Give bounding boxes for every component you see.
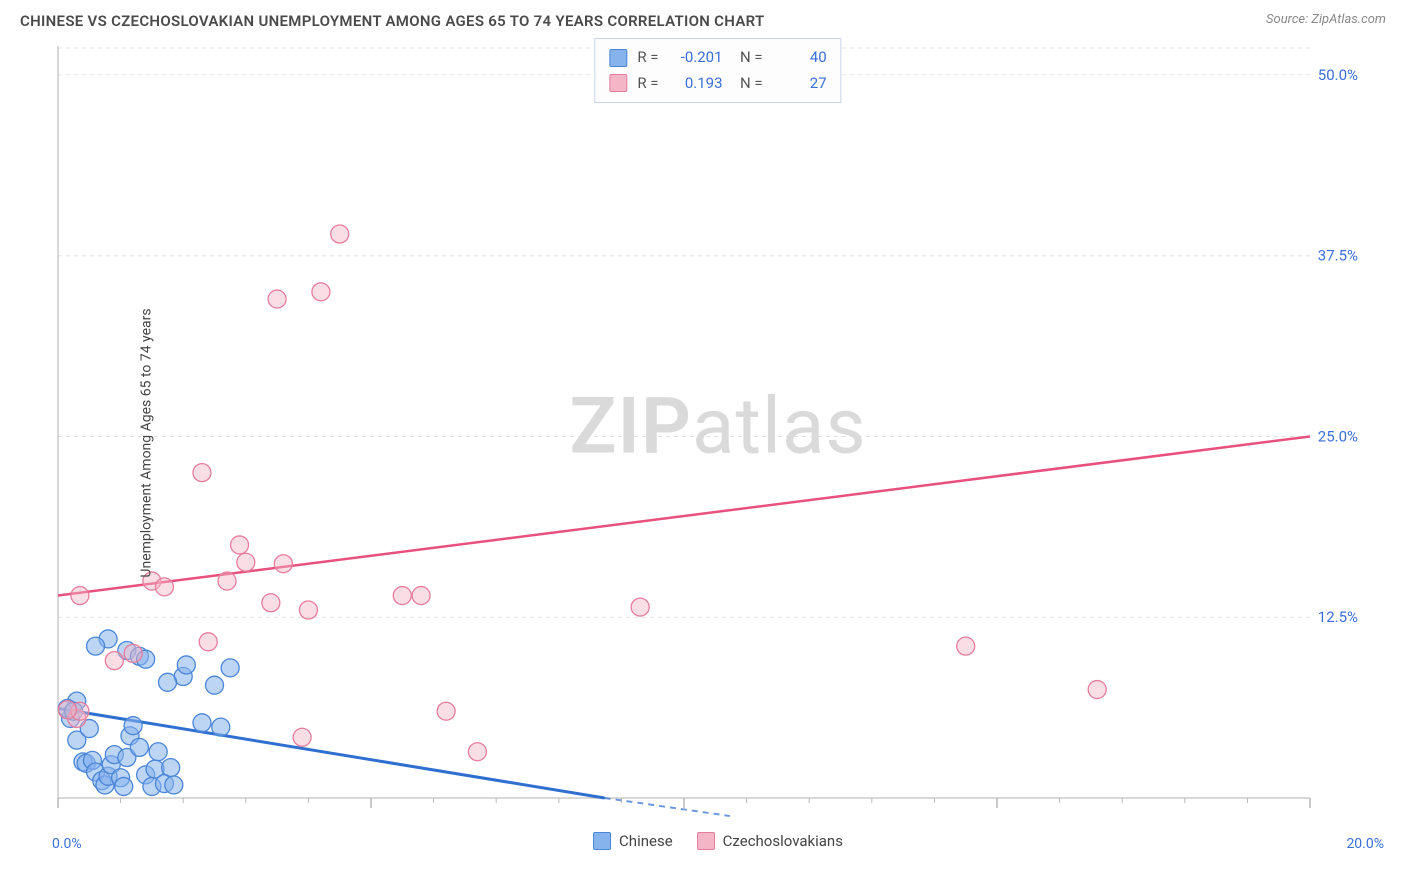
r-value-chinese: -0.201 (669, 45, 723, 71)
r-value-czech: 0.193 (669, 71, 723, 97)
scatter-chart: 12.5% 25.0% 37.5% 50.0% (50, 38, 1370, 828)
r-label: R = (637, 45, 658, 71)
n-value-czech: 27 (773, 71, 827, 97)
chart-container: Unemployment Among Ages 65 to 74 years Z… (50, 38, 1386, 848)
x-axis-max-label: 20.0% (1346, 836, 1384, 852)
y-axis-label: Unemployment Among Ages 65 to 74 years (139, 308, 155, 577)
svg-text:25.0%: 25.0% (1318, 427, 1358, 445)
n-label: N = (733, 45, 763, 71)
legend-label-chinese: Chinese (619, 832, 673, 850)
n-label: N = (733, 71, 763, 97)
chart-title: CHINESE VS CZECHOSLOVAKIAN UNEMPLOYMENT … (20, 12, 765, 30)
swatch-czech-bottom (697, 832, 715, 850)
legend-item-czech: Czechoslovakians (697, 832, 843, 850)
legend-label-czech: Czechoslovakians (723, 832, 843, 850)
swatch-czech (609, 74, 627, 92)
r-label: R = (637, 71, 658, 97)
n-value-chinese: 40 (773, 45, 827, 71)
x-axis-min-label: 0.0% (52, 836, 82, 852)
swatch-chinese (609, 49, 627, 67)
series-legend: Chinese Czechoslovakians (593, 832, 843, 850)
svg-text:50.0%: 50.0% (1318, 66, 1358, 84)
source-attribution: Source: ZipAtlas.com (1266, 12, 1386, 27)
legend-item-chinese: Chinese (593, 832, 673, 850)
svg-text:37.5%: 37.5% (1318, 247, 1358, 265)
legend-row-czech: R = 0.193 N = 27 (609, 71, 826, 97)
legend-row-chinese: R = -0.201 N = 40 (609, 45, 826, 71)
svg-text:12.5%: 12.5% (1318, 608, 1358, 626)
swatch-chinese-bottom (593, 832, 611, 850)
correlation-legend: R = -0.201 N = 40 R = 0.193 N = 27 (594, 38, 841, 103)
